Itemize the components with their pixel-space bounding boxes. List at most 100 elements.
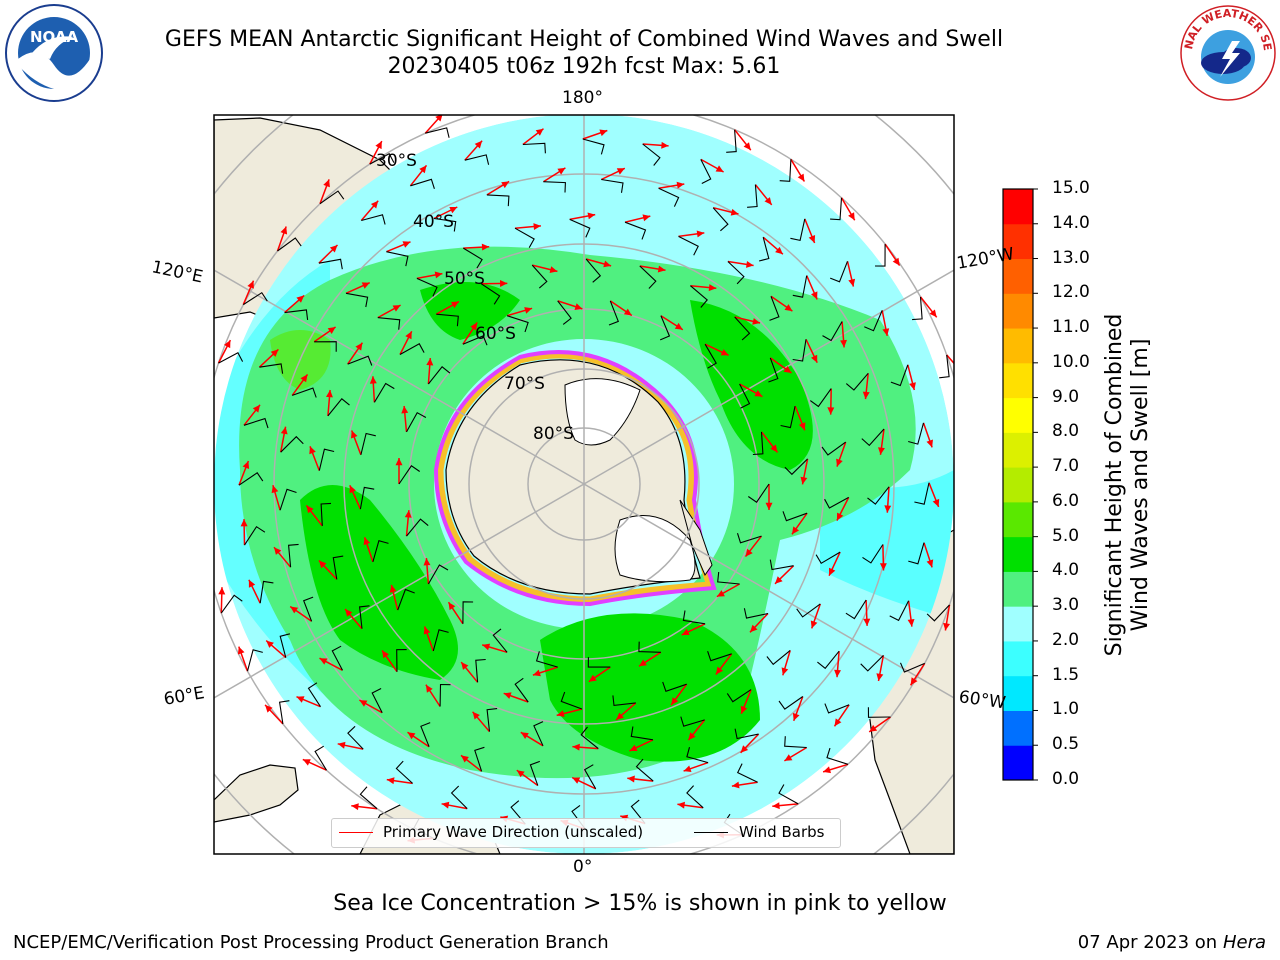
wave-arrow-head (402, 241, 411, 248)
wave-arrow-head (926, 559, 934, 568)
wind-barb (726, 129, 737, 153)
wind-barb (361, 214, 386, 225)
wave-arrow-head (318, 560, 327, 569)
wave-arrow-head (451, 301, 459, 309)
wave-arrow-head (696, 230, 705, 238)
wave-arrow-head (472, 711, 480, 720)
wind-barb (372, 540, 389, 563)
wave-arrow-head (404, 510, 412, 518)
wave-arrow-head (237, 646, 245, 655)
wave-arrow-head (746, 261, 754, 268)
wind-barb (347, 725, 364, 750)
colorbar-tick-label: 7.0 (1052, 456, 1080, 477)
wave-arrow-head (401, 406, 409, 414)
wind-barb (560, 691, 583, 710)
footer-date-text: 07 Apr 2023 on (1077, 932, 1223, 953)
wind-barb (630, 799, 646, 824)
wave-arrow-head (265, 704, 273, 713)
wind-barb (678, 235, 699, 256)
wave-arrow-head (765, 502, 773, 510)
wave-arrow-head (781, 667, 789, 676)
wind-barb (739, 383, 751, 409)
wind-barb (796, 603, 821, 618)
wind-barb (821, 441, 847, 456)
wave-arrow-head (740, 745, 749, 753)
wind-barb (862, 544, 884, 564)
colorbar-tick-label: 10.0 (1052, 351, 1090, 372)
wave-arrow-head (716, 590, 725, 597)
wind-barb (908, 542, 925, 565)
wind-barb (531, 264, 548, 289)
legend-wind-line (694, 832, 728, 833)
wind-barb (608, 300, 620, 326)
wind-barb (792, 339, 807, 362)
wind-barb (585, 258, 602, 283)
wave-arrow-head (708, 284, 717, 292)
legend-wind-label: Wind Barbs (739, 823, 825, 841)
wind-barb (425, 127, 450, 138)
wave-arrow-head (623, 308, 632, 316)
wind-barb (712, 207, 729, 232)
wave-arrow-head (676, 181, 685, 189)
vector-field-layer (217, 115, 954, 844)
wind-barb (288, 543, 299, 568)
wave-arrow-head (775, 246, 783, 255)
wind-barb (397, 588, 415, 611)
wave-arrow-head (524, 307, 533, 314)
wave-arrow-head (715, 666, 724, 675)
wave-arrow-head (535, 128, 544, 136)
lat-label-30s: 30°S (376, 151, 417, 171)
wind-barb (373, 382, 395, 403)
colorbar-tick-label: 15.0 (1052, 178, 1090, 198)
wave-arrow-head (290, 606, 299, 614)
wave-arrow-head (392, 305, 401, 312)
wind-barb (347, 355, 373, 366)
wave-arrow-head (274, 547, 282, 555)
wave-arrow-head (296, 295, 305, 303)
wave-arrow-head (419, 165, 427, 174)
wave-arrow-head (775, 576, 783, 584)
wind-barb (864, 310, 883, 332)
wind-barb (784, 736, 807, 749)
wind-barb (686, 747, 709, 764)
wave-arrow-head (481, 243, 490, 251)
wave-arrow-head (862, 391, 870, 400)
wind-barb (908, 422, 925, 445)
chart-subtitle: 20230405 t06z 192h fcst Max: 5.61 (387, 54, 781, 79)
wave-arrow-head (470, 322, 478, 331)
lat-label-60s: 60°S (475, 324, 516, 344)
wind-barb (758, 237, 770, 262)
wind-barb (792, 275, 808, 298)
wind-barb (398, 465, 421, 485)
wind-barb (320, 502, 332, 526)
wind-barb (244, 525, 266, 546)
madagascar-land (214, 764, 299, 823)
wave-arrow-head (688, 732, 696, 741)
wind-barb (612, 695, 636, 707)
wind-barb (582, 138, 605, 155)
wave-arrow-head (869, 724, 878, 732)
wind-barb (406, 411, 427, 433)
wave-arrow-head (405, 331, 412, 340)
wave-arrow-head (461, 662, 469, 670)
wind-barb (243, 417, 269, 429)
wave-arrow-head (798, 422, 806, 431)
wave-arrow-head (516, 770, 525, 778)
wave-arrow-head (359, 700, 368, 707)
wave-arrow-head (892, 257, 900, 266)
wind-barb (778, 784, 799, 805)
wave-arrow-head (910, 677, 918, 686)
legend-wave-label: Primary Wave Direction (unscaled) (383, 823, 644, 841)
wave-arrow-head (657, 265, 666, 273)
wave-arrow-head (327, 327, 336, 334)
wind-barb (332, 555, 344, 580)
wave-arrow-head (616, 712, 624, 720)
wind-barb (845, 372, 869, 391)
colorbar-tick-label: 8.0 (1052, 421, 1080, 442)
wind-barb (284, 309, 309, 320)
wave-arrow-head (395, 458, 403, 466)
wind-barb (302, 596, 314, 622)
wave-max-green-right (690, 300, 813, 470)
wave-arrow-head (266, 640, 274, 648)
wave-arrow-head (503, 692, 512, 699)
